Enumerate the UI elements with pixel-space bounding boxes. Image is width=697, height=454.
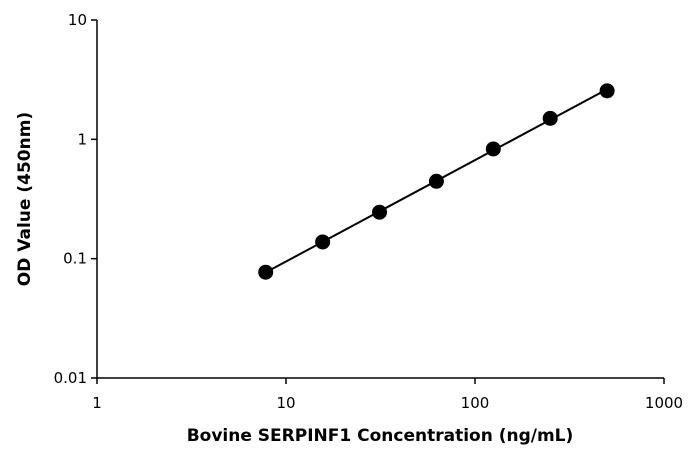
data-point: [372, 204, 388, 220]
data-point: [428, 173, 444, 189]
x-tick-label: 100: [461, 394, 490, 412]
data-point: [315, 234, 331, 250]
x-tick-label: 1000: [645, 394, 683, 412]
y-tick-label: 0.01: [54, 369, 87, 387]
data-point: [599, 83, 615, 99]
data-point: [542, 110, 558, 126]
y-tick-label: 0.1: [63, 250, 87, 268]
y-tick-label: 1: [77, 130, 87, 148]
y-ticks: 0.01 0.1 1 10: [54, 11, 97, 387]
x-tick-label: 1: [92, 394, 102, 412]
y-tick-label: 10: [68, 11, 87, 29]
x-ticks: 1 10 100 1000: [92, 378, 683, 412]
x-tick-label: 10: [276, 394, 295, 412]
y-axis-title: OD Value (450nm): [15, 112, 35, 286]
data-points: [258, 83, 615, 280]
data-point: [258, 264, 274, 280]
x-axis-title: Bovine SERPINF1 Concentration (ng/mL): [187, 426, 574, 446]
axes: [96, 20, 664, 379]
data-point: [485, 141, 501, 157]
